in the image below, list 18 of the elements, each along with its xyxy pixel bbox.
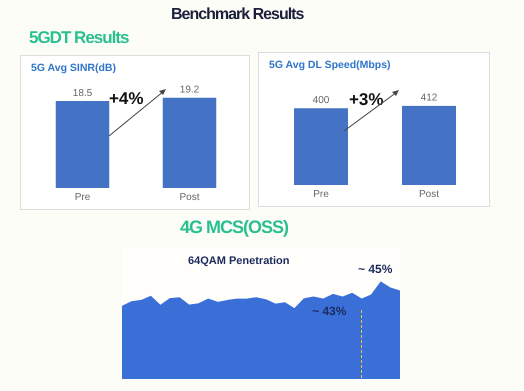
data-label: 412 [420, 92, 438, 104]
x-tick-label: Pre [313, 188, 330, 200]
annotation: ~ 43% [312, 304, 346, 318]
text: 5GDT Results [29, 28, 128, 48]
chart-title: 5G Avg DL Speed(Mbps) [269, 59, 391, 71]
chart-title: 4G MCS(OSS) [180, 217, 288, 238]
data-label: 19.2 [180, 84, 200, 96]
text: ~ 45% [358, 262, 392, 276]
x-tick-label: Post [179, 192, 200, 203]
chart-subtitle: 64QAM Penetration [188, 255, 290, 267]
data-label: 18.5 [72, 88, 93, 99]
annotation: +3% [349, 90, 384, 110]
data-label: 400 [312, 94, 330, 106]
annotation: +4% [109, 89, 144, 109]
chart-title: 5G Avg SINR(dB) [31, 62, 116, 74]
x-tick-label: Post [418, 188, 440, 200]
x-tick-label: Pre [74, 192, 91, 203]
text: Benchmark Results [171, 6, 304, 24]
